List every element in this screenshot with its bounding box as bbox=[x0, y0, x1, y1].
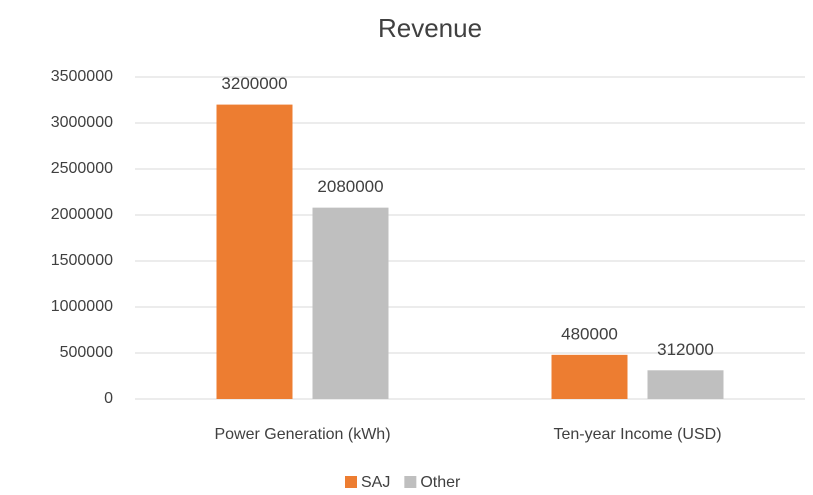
legend-label: SAJ bbox=[361, 474, 390, 491]
y-tick-label: 3500000 bbox=[51, 68, 113, 85]
legend-swatch bbox=[345, 476, 357, 488]
data-label: 3200000 bbox=[221, 74, 287, 93]
bar bbox=[647, 370, 724, 399]
y-tick-label: 1000000 bbox=[51, 298, 113, 315]
y-tick-label: 2000000 bbox=[51, 206, 113, 223]
data-label: 2080000 bbox=[317, 177, 383, 196]
legend-swatch bbox=[404, 476, 417, 488]
y-tick-label: 1500000 bbox=[51, 252, 113, 269]
y-tick-label: 3000000 bbox=[51, 114, 113, 131]
bar bbox=[312, 207, 389, 399]
chart-title: Revenue bbox=[378, 13, 482, 43]
x-tick-label: Ten-year Income (USD) bbox=[553, 426, 721, 443]
bar bbox=[551, 354, 628, 399]
legend-label: Other bbox=[420, 474, 461, 491]
y-tick-label: 0 bbox=[104, 390, 113, 407]
data-label: 312000 bbox=[657, 340, 714, 359]
x-tick-label: Power Generation (kWh) bbox=[214, 426, 390, 443]
data-label: 480000 bbox=[561, 324, 618, 343]
bar bbox=[216, 104, 293, 399]
y-tick-label: 2500000 bbox=[51, 160, 113, 177]
y-tick-label: 500000 bbox=[60, 344, 113, 361]
